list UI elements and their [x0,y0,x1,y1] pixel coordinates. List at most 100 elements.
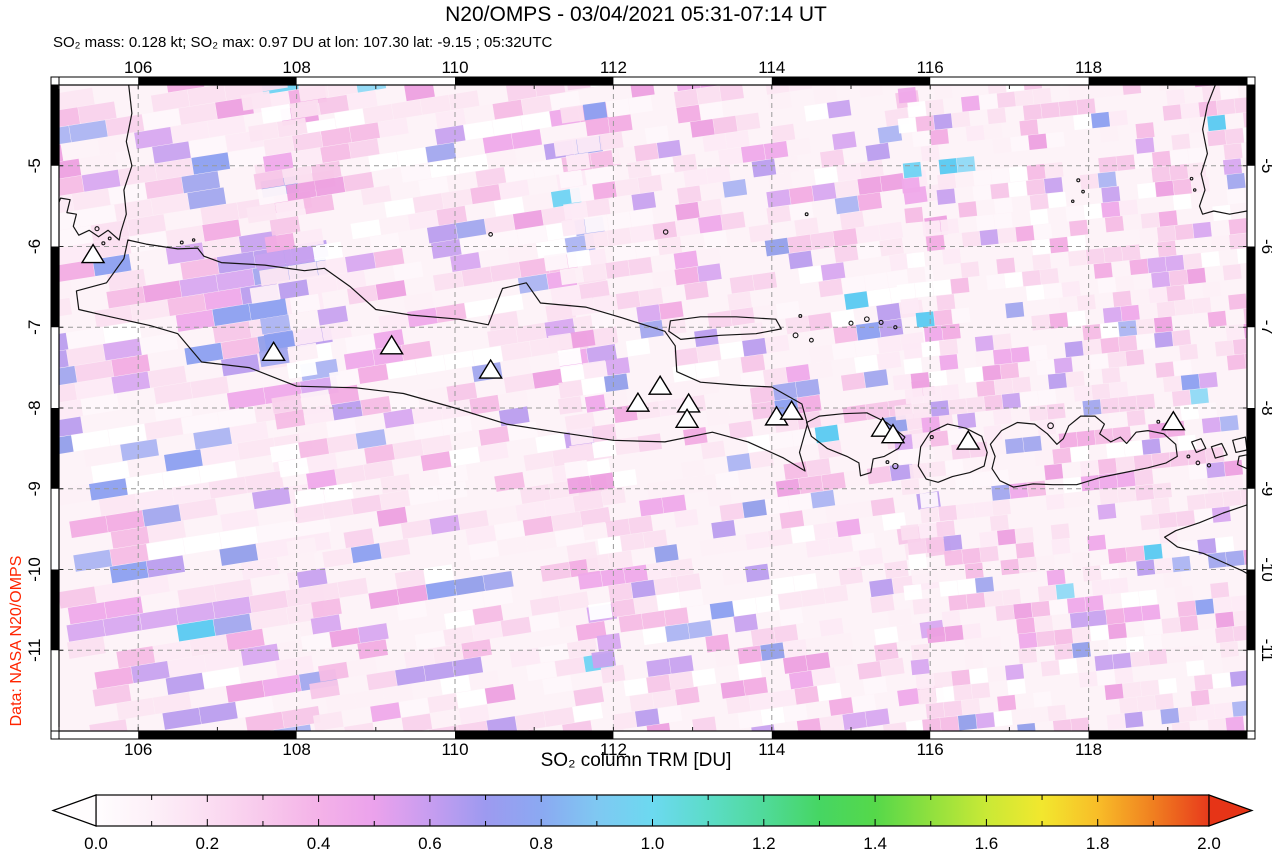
swath-tile [147,520,186,543]
swath-tile [285,180,317,201]
swath-tile [262,674,302,697]
swath-tile [400,162,432,183]
swath-tile [269,215,301,236]
swath-tile [855,224,881,244]
swath-tile [1210,582,1230,599]
swath-tile [554,527,586,548]
swath-tile [326,417,357,438]
swath-tile [979,530,999,548]
swath-tile [306,469,337,490]
swath-tile [1222,490,1242,507]
swath-tile [1219,641,1239,658]
swath-tile [637,433,663,452]
swath-tile [1140,513,1160,531]
swath-tile [1158,210,1178,227]
swath-tile [1046,131,1066,149]
swath-tile [354,688,385,709]
swath-tile [1172,193,1192,211]
swath-tile [343,528,375,549]
swath-tile [303,194,335,215]
swath-tile [858,547,884,567]
swath-tile [1154,693,1174,710]
swath-tile [929,430,949,447]
swath-tile [202,219,241,242]
lon-label-top: 118 [1075,58,1102,77]
swath-tile [975,214,995,231]
swath-tile [923,325,943,342]
swath-tile [958,201,978,218]
swath-tile [813,166,839,185]
swath-tile [418,176,449,197]
swath-tile [221,354,260,377]
swath-tile [880,657,905,677]
swath-tile [1155,180,1175,197]
swath-tile [188,135,228,158]
volcano-marker [625,391,651,412]
swath-tile [915,311,935,328]
swath-tile [1138,589,1158,606]
swath-tile [1136,559,1156,576]
swath-tile [59,125,72,148]
swath-tile [997,227,1017,244]
swath-tile [933,309,953,326]
swath-tile [264,232,296,253]
swath-tile [1076,98,1096,115]
swath-tile [347,284,378,305]
swath-tile [753,304,778,323]
swath-tile [646,561,671,580]
swath-tile [618,613,644,633]
swath-tile [569,442,594,462]
swath-tile [774,155,800,175]
swath-tile [973,501,993,518]
swath-tile [938,505,958,522]
swath-tile [1152,482,1173,499]
swath-tile [184,342,224,365]
swath-tile [1207,718,1227,731]
swath-tile [329,627,361,648]
swath-tile [950,277,970,294]
swath-tile [657,705,683,724]
swath-tile [1169,148,1189,166]
volcano-marker [80,243,106,264]
swath-tile [1067,250,1087,267]
swath-tile [983,424,1003,442]
swath-tile [219,543,259,566]
swath-tile [1072,551,1092,568]
swath-tile [1008,165,1028,183]
swath-tile [403,291,434,312]
swath-tile [1025,284,1045,302]
swath-tile [939,580,959,597]
swath-tile [311,598,342,619]
swath-tile [59,210,80,233]
band-segment [51,408,59,489]
swath-tile [1174,223,1194,241]
swath-tile [516,225,548,246]
swath-tile [1204,492,1224,509]
island-dot [1195,460,1201,466]
swath-tile [111,354,151,377]
swath-tile [987,439,1007,456]
swath-tile [1231,700,1247,717]
swath-tile [944,625,964,642]
swath-tile [983,123,1003,140]
swath-tile [935,686,955,703]
island-dot [662,229,669,235]
swath-tile [1066,597,1087,614]
swath-tile [844,291,869,310]
band-segment [1247,569,1255,651]
swath-tile [941,610,961,627]
swath-tile [1069,219,1089,237]
swath-tile [1067,235,1087,252]
swath-tile [383,408,415,429]
swath-tile [59,225,93,248]
swath-tile [920,144,940,162]
swath-tile [752,271,778,291]
colorbar-over-arrow [1208,794,1254,827]
swath-tile [490,262,521,282]
swath-tile [834,195,860,215]
swath-tile [470,184,501,205]
swath-tile [1160,707,1180,725]
swath-tile [1036,555,1056,572]
swath-tile [697,198,723,218]
swath-tile [661,494,687,514]
